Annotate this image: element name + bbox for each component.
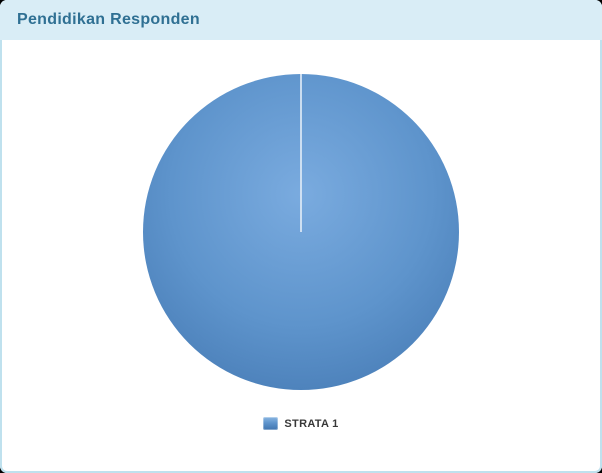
card-header: Pendidikan Responden	[0, 0, 602, 40]
legend-swatch-icon	[263, 417, 279, 430]
chart-legend: STRATA 1	[0, 417, 602, 430]
chart-title: Pendidikan Responden	[17, 11, 200, 28]
legend-label: STRATA 1	[284, 417, 339, 430]
pie-chart-svg	[143, 74, 459, 390]
legend-item-strata1[interactable]: STRATA 1	[263, 417, 338, 430]
pie-chart-area: STRATA 1	[0, 40, 602, 473]
